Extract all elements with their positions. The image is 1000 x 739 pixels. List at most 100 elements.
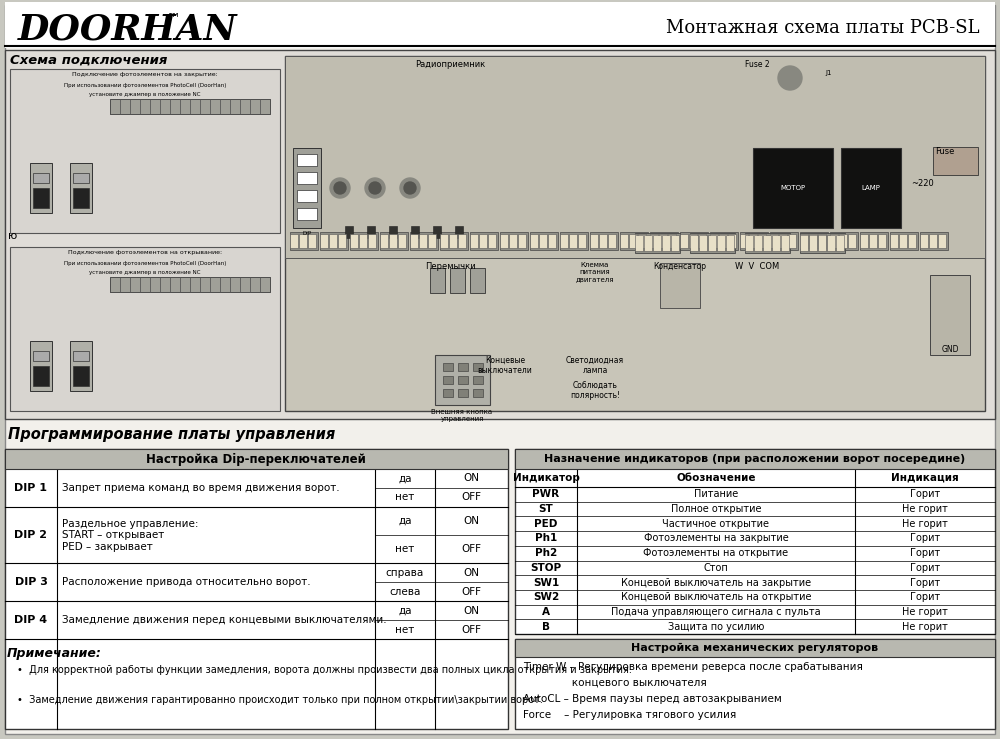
Text: OFF: OFF — [462, 545, 482, 554]
Bar — [240, 277, 250, 292]
Bar — [839, 234, 847, 248]
Bar — [690, 233, 735, 253]
Bar — [308, 234, 316, 248]
Text: Не горит: Не горит — [902, 504, 948, 514]
Text: B: B — [542, 621, 550, 632]
Text: Фотоэлементы на открытие: Фотоэлементы на открытие — [643, 548, 789, 558]
Bar — [740, 232, 768, 250]
Text: Концевой выключатель на закрытие: Концевой выключатель на закрытие — [621, 578, 811, 588]
Bar — [160, 99, 170, 114]
Bar — [449, 234, 457, 248]
Text: ON: ON — [464, 606, 480, 616]
Text: Индикатор: Индикатор — [513, 473, 579, 483]
Text: ON: ON — [464, 568, 480, 578]
Text: J1: J1 — [825, 70, 832, 76]
Text: нет: нет — [395, 492, 415, 503]
Text: Обозначение: Обозначение — [676, 473, 756, 483]
Text: Force    – Регулировка тягового усилия: Force – Регулировка тягового усилия — [523, 710, 736, 720]
Text: Радиоприемник: Радиоприемник — [415, 60, 485, 69]
Text: Настройка механических регуляторов: Настройка механических регуляторов — [631, 643, 879, 653]
Circle shape — [400, 178, 420, 198]
Text: да: да — [398, 474, 412, 483]
Text: Горит: Горит — [910, 548, 940, 558]
Bar — [411, 226, 419, 238]
Bar — [30, 163, 52, 213]
Bar — [220, 277, 230, 292]
Bar — [120, 99, 130, 114]
Bar — [860, 232, 888, 250]
Bar — [73, 173, 89, 183]
Bar — [754, 235, 762, 251]
Bar — [800, 232, 828, 250]
Text: SW1: SW1 — [533, 578, 559, 588]
Bar — [320, 234, 328, 248]
Bar — [848, 234, 856, 248]
Bar — [33, 173, 49, 183]
Bar — [350, 232, 378, 250]
Bar — [638, 234, 646, 248]
Bar — [150, 99, 160, 114]
Bar — [410, 232, 438, 250]
Bar — [890, 232, 918, 250]
Text: да: да — [398, 516, 412, 526]
Text: Горит: Горит — [910, 578, 940, 588]
Text: Подача управляющего сигнала с пульта: Подача управляющего сигнала с пульта — [611, 607, 821, 617]
Bar — [380, 234, 388, 248]
Text: Замедление движения перед концевыми выключателями.: Замедление движения перед концевыми выкл… — [62, 615, 387, 625]
Text: Горит: Горит — [910, 592, 940, 602]
Bar — [260, 99, 270, 114]
Bar — [660, 263, 700, 308]
Bar — [668, 234, 676, 248]
Text: слева: слева — [389, 587, 421, 597]
Bar — [500, 234, 508, 248]
Text: DIP: DIP — [302, 231, 312, 236]
Text: Ph2: Ph2 — [535, 548, 557, 558]
Bar — [110, 99, 270, 114]
Text: ~220: ~220 — [911, 179, 934, 188]
Text: Fuse 2: Fuse 2 — [745, 60, 770, 69]
Text: Назначение индикаторов (при расположении ворот посередине): Назначение индикаторов (при расположении… — [544, 454, 966, 464]
Text: PED: PED — [534, 519, 558, 528]
Bar — [458, 389, 468, 397]
Bar — [443, 389, 453, 397]
Bar — [473, 376, 483, 384]
Text: DIP 4: DIP 4 — [14, 615, 48, 625]
Bar — [710, 234, 718, 248]
Bar — [190, 277, 200, 292]
Bar — [73, 366, 89, 386]
Text: Раздельное управление:
START – открывает
PED – закрывает: Раздельное управление: START – открывает… — [62, 519, 198, 552]
Bar — [338, 234, 346, 248]
Bar — [635, 233, 680, 253]
Bar — [659, 234, 667, 248]
Bar — [410, 234, 418, 248]
Bar — [699, 235, 707, 251]
Text: да: да — [398, 606, 412, 616]
Bar — [878, 234, 886, 248]
Bar — [180, 99, 190, 114]
Text: Расположение привода относительно ворот.: Расположение привода относительно ворот. — [62, 577, 311, 588]
Bar — [389, 226, 397, 238]
Bar — [644, 235, 652, 251]
Bar — [560, 234, 568, 248]
Text: Соблюдать
полярность!: Соблюдать полярность! — [570, 381, 620, 401]
Bar — [515, 449, 995, 469]
Bar — [150, 277, 160, 292]
Bar — [470, 232, 498, 250]
Text: Концевые
выключатели: Концевые выключатели — [478, 356, 532, 375]
Bar — [515, 639, 995, 729]
Bar — [170, 277, 180, 292]
Bar — [320, 232, 348, 250]
Text: справа: справа — [386, 568, 424, 578]
Text: Монтажная схема платы PCB-SL: Монтажная схема платы PCB-SL — [666, 19, 980, 37]
Bar — [933, 147, 978, 175]
Bar — [210, 277, 220, 292]
Bar — [708, 235, 716, 251]
Bar — [120, 277, 130, 292]
Bar — [297, 172, 317, 184]
Text: МОТОР: МОТОР — [780, 185, 806, 191]
Bar — [830, 234, 838, 248]
Bar — [73, 351, 89, 361]
Bar — [590, 234, 598, 248]
Bar — [920, 234, 928, 248]
Text: •  Замедление движения гарантированно происходит только при полном открытии\закр: • Замедление движения гарантированно про… — [17, 695, 543, 705]
